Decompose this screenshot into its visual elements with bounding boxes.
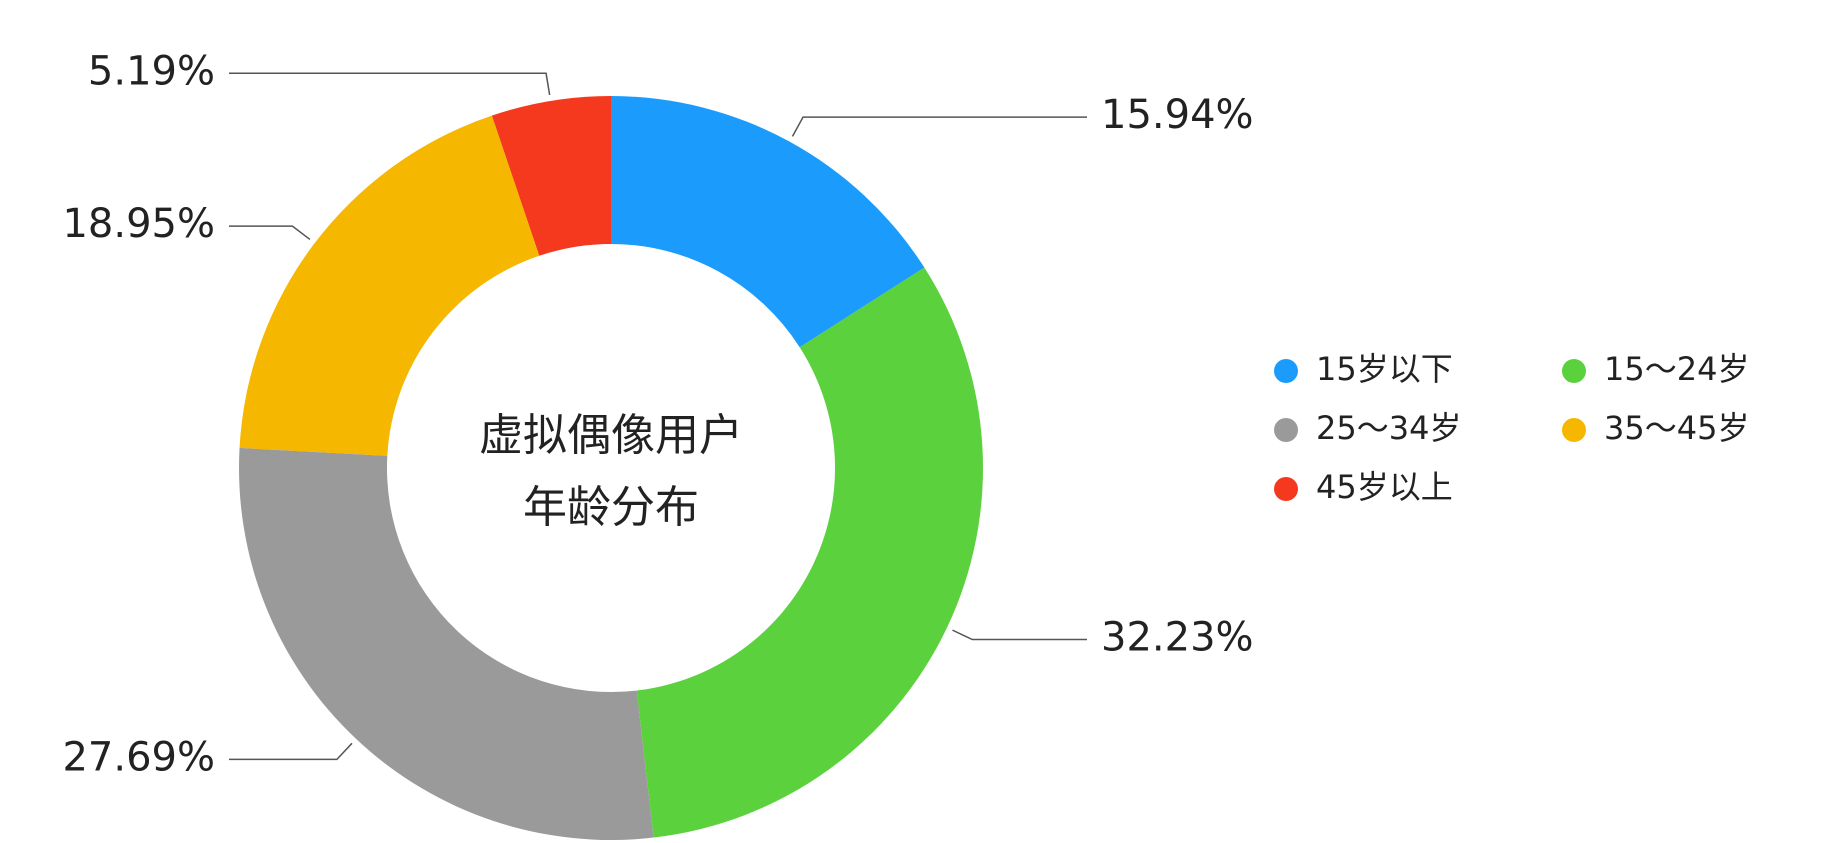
data-label: 27.69%: [62, 734, 215, 780]
data-label: 18.95%: [62, 201, 215, 247]
center-text: 虚拟偶像用户: [479, 410, 743, 461]
legend-label: 25～34岁: [1316, 409, 1461, 447]
leader-line: [952, 629, 1087, 641]
data-label: 5.19%: [88, 48, 215, 94]
legend-label: 35～45岁: [1604, 409, 1749, 447]
donut-slice: [611, 96, 925, 348]
donut-slice: [636, 267, 984, 838]
legend-label: 45岁以上: [1316, 468, 1453, 506]
data-label: 15.94%: [1101, 92, 1254, 138]
leader-line: [229, 742, 353, 761]
donut-slice: [239, 115, 540, 456]
leader-line: [229, 225, 311, 241]
legend-marker: [1562, 418, 1586, 442]
donut-slice: [491, 96, 611, 256]
legend-label: 15岁以下: [1316, 350, 1453, 388]
legend-marker: [1274, 477, 1298, 501]
donut-slice: [239, 447, 654, 840]
data-label: 32.23%: [1101, 615, 1254, 661]
legend-marker: [1274, 359, 1298, 383]
legend-marker: [1562, 359, 1586, 383]
leader-line: [791, 116, 1087, 137]
leader-line: [229, 72, 551, 96]
legend-label: 15～24岁: [1604, 350, 1749, 388]
center-text: 年龄分布: [523, 482, 699, 533]
legend-marker: [1274, 418, 1298, 442]
